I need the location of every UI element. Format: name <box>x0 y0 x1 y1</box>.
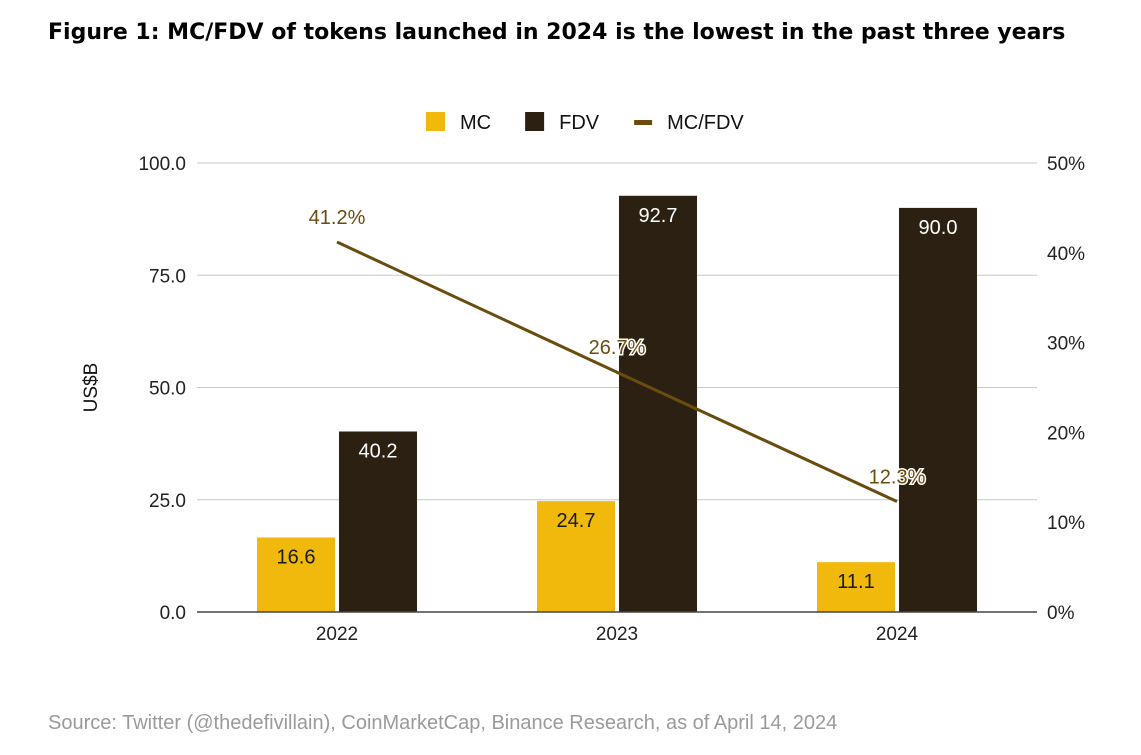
x-tick-label: 2024 <box>876 624 919 645</box>
y2-tick-label: 40% <box>1047 244 1085 265</box>
bar-value-label: 92.7 <box>639 205 678 227</box>
y2-tick-label: 30% <box>1047 334 1085 355</box>
y-axis-label: US$B <box>81 363 102 413</box>
y2-tick-label: 20% <box>1047 423 1085 444</box>
line-value-label: 26.7% <box>589 337 646 359</box>
chart-title: Figure 1: MC/FDV of tokens launched in 2… <box>48 20 1066 45</box>
bar-value-label: 40.2 <box>359 441 398 463</box>
legend-label-fdv: FDV <box>559 112 600 134</box>
source-note: Source: Twitter (@thedefivillain), CoinM… <box>48 712 838 734</box>
x-tick-label: 2022 <box>316 624 358 645</box>
bar-mc <box>257 537 335 612</box>
bar-fdv <box>899 207 977 612</box>
bar-mc <box>817 562 895 612</box>
bar-value-label: 90.0 <box>919 217 958 239</box>
line-value-label: 41.2% <box>309 207 366 229</box>
bar-value-label: 16.6 <box>277 546 316 568</box>
line-mc-fdv <box>336 240 898 503</box>
legend-swatch-mc-fdv <box>634 120 653 125</box>
line-value-label: 12.3% <box>869 467 926 489</box>
bar-mc <box>537 501 615 612</box>
y-tick-label: 50.0 <box>149 379 186 400</box>
bar-value-label: 24.7 <box>557 510 596 532</box>
y2-tick-label: 10% <box>1047 513 1085 534</box>
bar-fdv <box>339 431 417 612</box>
legend-label-mc: MC <box>460 112 491 134</box>
x-tick-label: 2023 <box>596 624 638 645</box>
y2-tick-label: 50% <box>1047 154 1085 175</box>
bar-value-label: 11.1 <box>837 571 874 593</box>
legend-label-mc-fdv: MC/FDV <box>667 112 744 134</box>
y2-tick-label: 0% <box>1047 603 1075 624</box>
y-tick-label: 0.0 <box>160 603 186 624</box>
y-tick-label: 75.0 <box>149 266 186 287</box>
y-tick-label: 100.0 <box>138 154 186 175</box>
legend-swatch-mc <box>426 112 445 131</box>
legend-swatch-fdv <box>525 112 545 131</box>
y-tick-label: 25.0 <box>149 491 186 512</box>
